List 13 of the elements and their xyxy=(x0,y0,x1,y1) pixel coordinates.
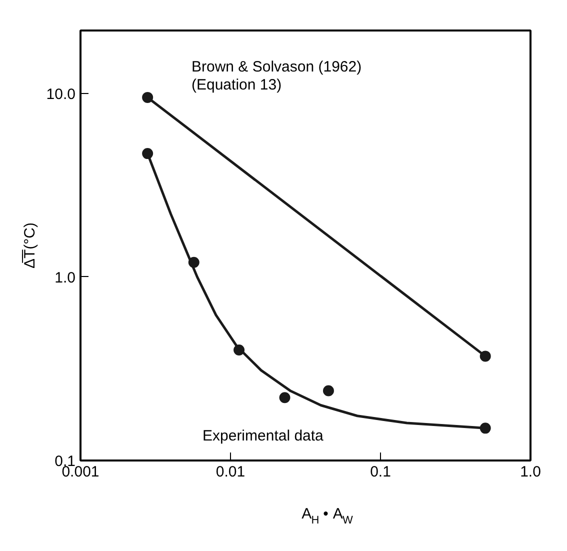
point xyxy=(142,148,154,160)
point xyxy=(188,256,200,268)
annotation: Brown & Solvason (1962) (Equation 13) xyxy=(192,58,362,94)
y-axis-title: Δ̅T̅(°C) xyxy=(21,222,38,268)
annotation: Experimental data xyxy=(202,428,324,444)
point xyxy=(142,92,154,103)
x-tick-label: 0.1 xyxy=(370,464,391,480)
x-tick-label: 1.0 xyxy=(520,464,541,480)
x-tick-label: 0.01 xyxy=(216,464,246,480)
y-tick-label: 10.0 xyxy=(46,86,76,103)
point xyxy=(234,344,245,356)
y-tick-label: 1.0 xyxy=(54,269,76,286)
point xyxy=(279,392,290,404)
